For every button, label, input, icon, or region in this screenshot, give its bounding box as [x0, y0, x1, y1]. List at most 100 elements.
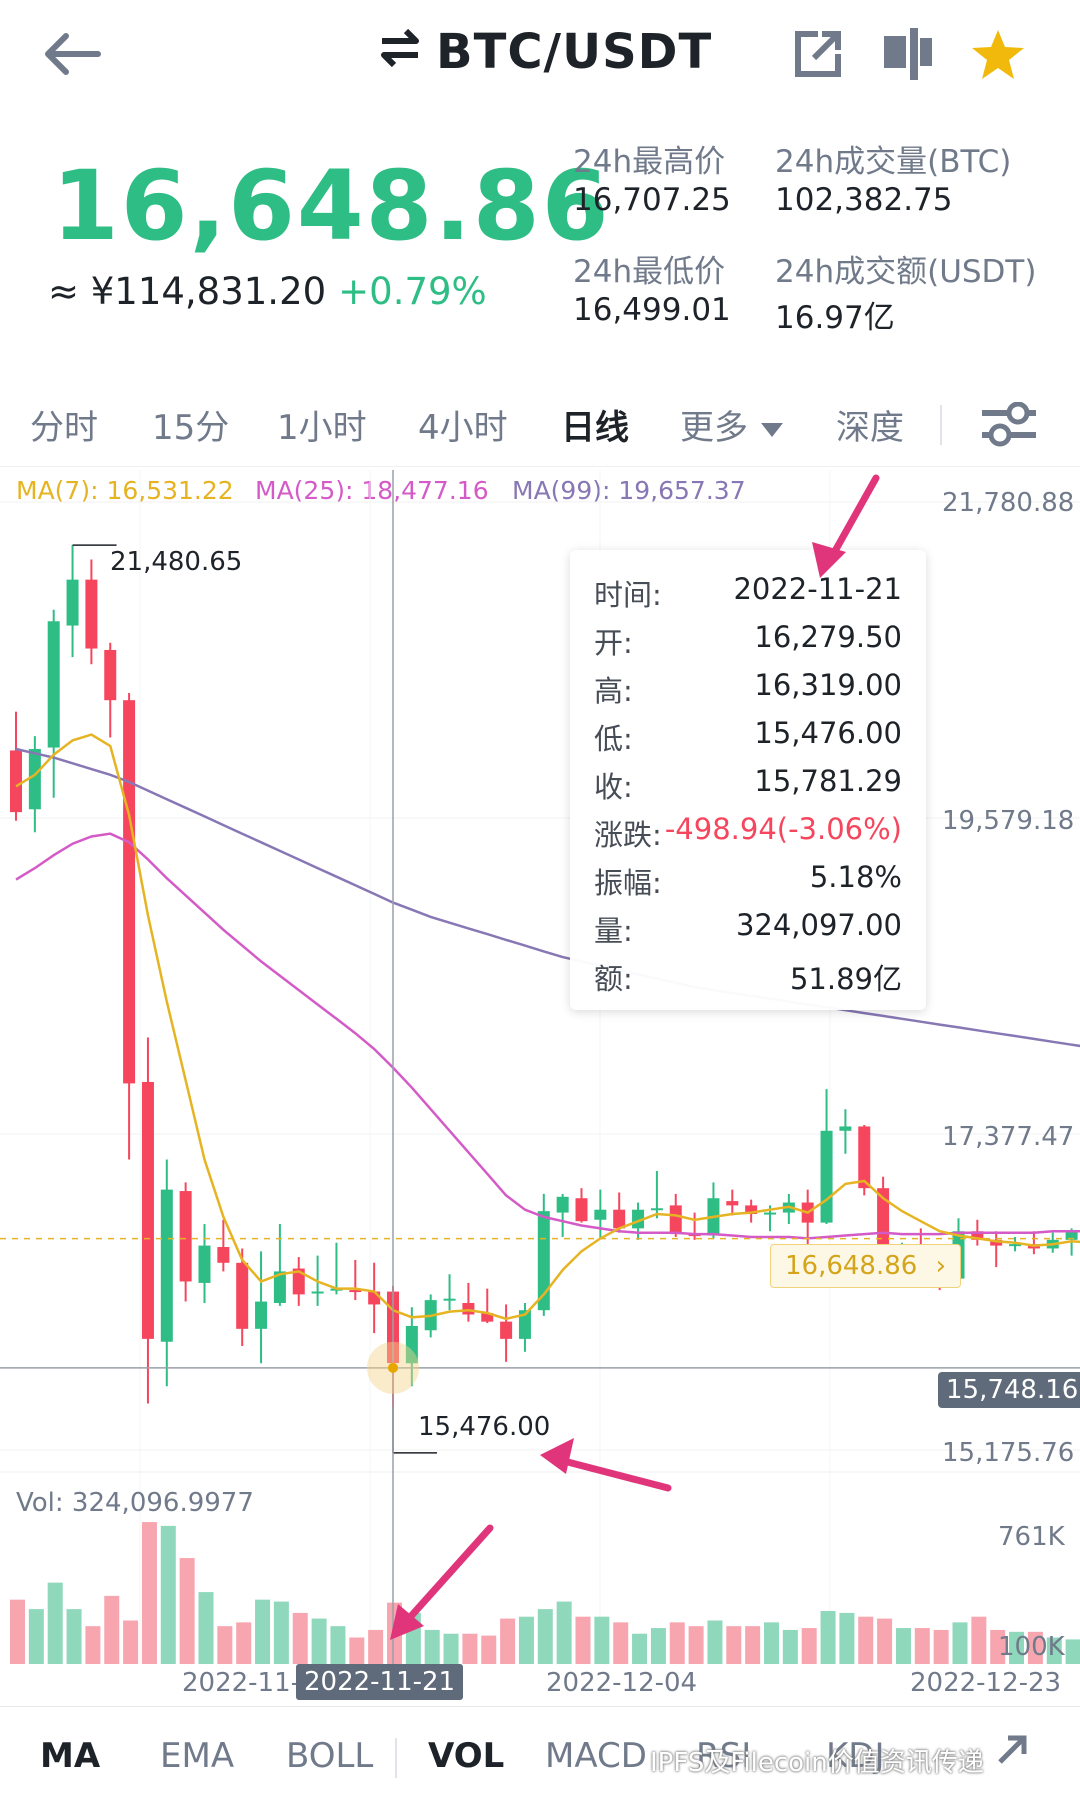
volume-bar	[764, 1622, 779, 1664]
tab-more-label: 更多	[680, 408, 748, 448]
current-price-tag[interactable]: 16,648.86 ›	[770, 1244, 961, 1288]
volume-bar	[66, 1609, 82, 1664]
candle-body	[1009, 1244, 1022, 1247]
candle-body	[273, 1271, 286, 1303]
candle-body	[349, 1290, 362, 1293]
candle	[160, 1159, 173, 1387]
ma7-line	[15, 733, 1080, 1321]
volume-bar	[443, 1633, 459, 1664]
tabs-divider	[940, 405, 942, 445]
candle	[500, 1304, 513, 1362]
candle-body	[613, 1209, 626, 1229]
indicator-macd[interactable]: MACD	[545, 1736, 647, 1776]
candle	[198, 1224, 211, 1303]
chart-grid	[0, 470, 1080, 1664]
volume-bar	[273, 1601, 289, 1664]
candle-body	[179, 1191, 192, 1282]
candle	[462, 1282, 475, 1322]
volume-bar	[877, 1618, 893, 1664]
y-axis-label-2: 19,579.18	[942, 806, 1075, 836]
candle	[613, 1192, 626, 1233]
cny-price: ≈ ¥114,831.20	[48, 270, 327, 313]
volume-bar	[556, 1601, 572, 1664]
volume-bar	[47, 1582, 63, 1664]
swap-arrows-icon	[378, 24, 422, 80]
candle-body	[104, 649, 117, 701]
ma7-legend: MA(7): 16,531.22	[16, 476, 234, 505]
candle-body	[28, 748, 41, 810]
indicator-kdj[interactable]: KDJ	[826, 1736, 885, 1776]
indicator-divider	[395, 1738, 397, 1778]
chart-settings-icon[interactable]	[980, 401, 1038, 452]
vol-usdt-value: 16.97亿	[775, 300, 895, 336]
tooltip-amp-label: 振幅:	[594, 866, 662, 900]
share-icon[interactable]	[792, 28, 844, 84]
low-value: 16,499.01	[573, 292, 731, 328]
tooltip-high: 16,319.00	[754, 668, 902, 702]
tooltip-amount-label: 额:	[594, 962, 633, 996]
indicator-vol[interactable]: VOL	[428, 1736, 505, 1776]
tooltip-time: 2022-11-21	[733, 572, 902, 606]
candle-body	[650, 1208, 663, 1211]
y-axis-label-top: 21,780.88	[942, 488, 1075, 518]
tooltip-close: 15,781.29	[754, 764, 902, 798]
tooltip-low-label: 低:	[594, 722, 633, 756]
indicator-boll[interactable]: BOLL	[286, 1736, 374, 1776]
candle-body	[443, 1298, 456, 1301]
back-arrow-icon[interactable]	[40, 30, 102, 82]
indicator-ema[interactable]: EMA	[160, 1736, 235, 1776]
tooltip-high-label: 高:	[594, 674, 633, 708]
candle-body	[858, 1126, 871, 1189]
crosshair-dot	[388, 1362, 398, 1373]
ma99-line	[15, 747, 1080, 1048]
volume-bar	[198, 1592, 214, 1664]
tab-depth[interactable]: 深度	[836, 408, 904, 448]
candle-body	[405, 1325, 418, 1364]
candle	[518, 1302, 531, 1352]
star-icon[interactable]	[970, 28, 1026, 86]
candle-body	[292, 1268, 305, 1295]
volume-bar	[123, 1620, 139, 1664]
candle-body	[141, 1081, 154, 1339]
tooltip-open: 16,279.50	[754, 620, 902, 654]
candle	[745, 1199, 758, 1223]
tab-more[interactable]: 更多	[680, 400, 785, 449]
volume-bar	[745, 1626, 761, 1664]
tab-1d[interactable]: 日线	[561, 408, 629, 448]
volume-bar	[971, 1616, 987, 1664]
crosshair-price-tag: 15,748.16	[938, 1372, 1080, 1408]
volume-bar	[368, 1629, 384, 1664]
last-price: 16,648.86	[52, 150, 611, 262]
candle	[481, 1288, 494, 1324]
volume-bar	[217, 1626, 233, 1664]
tab-4h[interactable]: 4小时	[418, 408, 508, 448]
layout-icon[interactable]	[882, 26, 934, 86]
tab-1h[interactable]: 1小时	[277, 408, 367, 448]
indicator-rsi[interactable]: RSI	[696, 1736, 752, 1776]
volume-bar	[518, 1616, 534, 1664]
expand-icon[interactable]	[992, 1730, 1032, 1774]
candle-body	[481, 1313, 494, 1322]
volume-bar	[104, 1595, 120, 1664]
tooltip-open-label: 开:	[594, 626, 633, 660]
candle	[349, 1259, 362, 1301]
tooltip-change-label: 涨跌:	[594, 818, 662, 852]
volume-bar	[575, 1616, 591, 1664]
volume-bar	[707, 1620, 723, 1664]
chevron-right-icon: ›	[935, 1251, 946, 1281]
pair-title[interactable]: BTC/USDT	[378, 24, 712, 80]
volume-axis-bottom: 100K	[998, 1632, 1065, 1662]
candle	[255, 1251, 268, 1364]
candle	[47, 609, 60, 798]
low-marker-label: 15,476.00	[418, 1412, 551, 1442]
candle	[179, 1182, 192, 1302]
tab-15m[interactable]: 15分	[152, 408, 230, 448]
volume-axis-top: 761K	[998, 1522, 1065, 1552]
tab-time-share[interactable]: 分时	[30, 408, 98, 448]
candle-body	[971, 1231, 984, 1240]
candle-body	[160, 1189, 173, 1342]
candle-body	[820, 1130, 833, 1223]
indicator-ma[interactable]: MA	[40, 1736, 101, 1776]
candle-body	[745, 1205, 758, 1215]
volume-bar	[1009, 1631, 1025, 1664]
